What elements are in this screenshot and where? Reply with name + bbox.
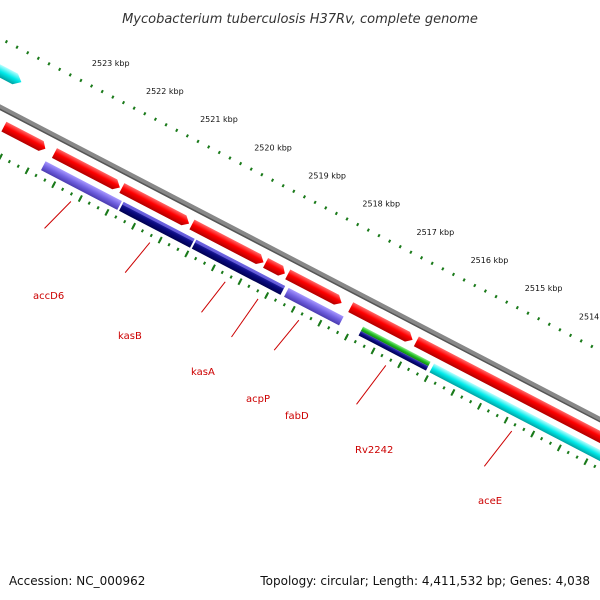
gene-labels: accD6 kasB kasA acpP fabD Rv2242 aceE [33,291,502,507]
cds-navy-rv2242 [358,331,429,371]
gene-label-aceE[interactable]: aceE [478,496,502,507]
gene-label-acpP[interactable]: acpP [246,394,270,405]
inner-dotted-line [0,127,600,484]
gene-label-kasA[interactable]: kasA [191,367,215,378]
gene-red-3 [189,219,264,265]
kbp-tick-labels: 2523 kbp 2522 kbp 2521 kbp 2520 kbp 2519 kbp… [92,59,600,321]
cds-green-rv2242 [360,326,431,367]
gene-label-rv2242[interactable]: Rv2242 [355,445,393,456]
accession-text: Accession: NC_000962 [9,574,146,588]
gene-red-accD6-prev [1,121,46,151]
genome-backbone [0,76,600,469]
gene-red-1 [51,148,120,190]
map-title: Mycobacterium tuberculosis H37Rv, comple… [122,12,478,27]
cds-cyan-aceE [429,363,600,465]
cds-purple-fabD [284,287,344,326]
kbp-tick-label: 2519 kbp [308,172,346,181]
label-leaders [44,201,513,467]
cds-cyan-upper [0,56,22,85]
gene-red-4 [348,302,413,342]
cds-purple-kasA [195,239,286,289]
gene-red-2 [119,183,190,226]
topology-text: Topology: circular; Length: 4,411,532 bp… [260,574,590,588]
kbp-tick-label: 2521 kbp [200,115,238,124]
cds-navy-kasA [191,239,286,295]
gene-red-aceE [413,336,600,458]
cds-purple-accD6 [40,161,122,210]
inner-tick-marks [0,125,600,486]
kbp-scale [0,34,600,391]
kbp-tick-label: 2522 kbp [146,87,184,96]
cds-navy-kasB [119,201,195,248]
gene-red-fabD [285,269,342,305]
kbp-tick-label: 2517 kbp [417,228,455,237]
gene-label-fabD[interactable]: fabD [285,411,309,422]
gene-label-kasB[interactable]: kasB [118,331,142,342]
kbp-tick-label: 2516 kbp [471,256,509,265]
kbp-tick-label: 2518 kbp [362,200,400,209]
kbp-tick-label: 2520 kbp [254,143,292,152]
genome-track [0,34,600,486]
outer-dotted-line [0,34,600,391]
cds-purple-kasB [122,201,195,242]
gene-red-acpP [263,257,285,276]
genome-backbone-shadow [0,79,600,469]
kbp-tick-label: 2514 kbp [579,312,600,321]
kbp-tick-label: 2523 kbp [92,59,130,68]
kbp-tick-label: 2515 kbp [525,284,563,293]
gene-label-accD6[interactable]: accD6 [33,291,64,302]
